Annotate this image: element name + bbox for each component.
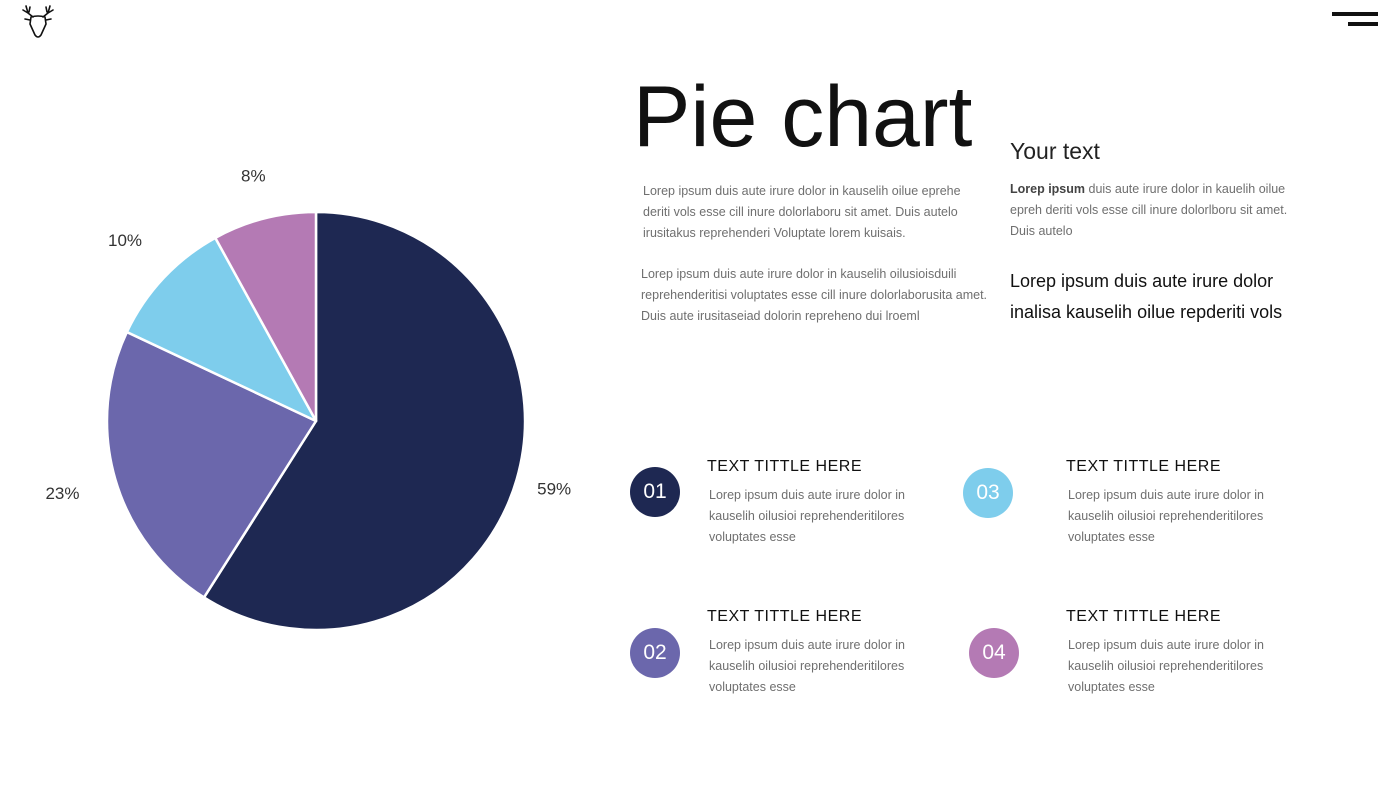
pie-slice-04	[214, 210, 318, 423]
text-line: Lorep ipsum duis aute irure dolor in kau…	[641, 267, 957, 281]
side-body: Lorep ipsum duis aute irure dolor in kau…	[1010, 179, 1287, 242]
pie-slice-02	[105, 330, 318, 599]
text-line: kauselih oilusioi reprehenderitilores	[709, 509, 905, 523]
deer-head-icon	[20, 4, 56, 44]
text-line: voluptates esse	[1068, 530, 1155, 544]
text-line: epreh deriti vols esse cill inure dolorl…	[1010, 203, 1288, 217]
text-line: inalisa kauselih oilue repderiti vols	[1010, 302, 1283, 322]
item-number-badge: 02	[630, 628, 680, 678]
item-title: TEXT TITTLE HERE	[1066, 608, 1221, 625]
text-line: kauselih oilusioi reprehenderitilores	[1068, 659, 1264, 673]
pie-data-label: 10%	[108, 231, 142, 250]
text-span: duis aute irure dolor in kauelih oilue	[1085, 182, 1286, 196]
text-line: Lorep ipsum duis aute irure dolor in kau…	[1010, 179, 1287, 200]
text-line: Lorep ipsum duis aute irure dolor in kau…	[643, 184, 961, 198]
bold-lead: Lorep ipsum	[1010, 182, 1086, 196]
item-body: Lorep ipsum duis aute irure dolor in kau…	[709, 485, 905, 548]
text-line: reprehenderitisi voluptates esse cill in…	[641, 288, 988, 302]
item-body: Lorep ipsum duis aute irure dolor in kau…	[1068, 485, 1264, 548]
text-line: Lorep ipsum duis aute irure dolor	[1010, 271, 1274, 291]
item-body: Lorep ipsum duis aute irure dolor in kau…	[1068, 635, 1264, 698]
item-number-badge: 03	[963, 468, 1013, 518]
text-line: kauselih oilusioi reprehenderitilores	[709, 659, 905, 673]
item-body: Lorep ipsum duis aute irure dolor in kau…	[709, 635, 905, 698]
text-line: Duis aute irusitaseiad dolorin repreheno…	[641, 309, 920, 323]
text-line: voluptates esse	[709, 530, 796, 544]
text-line: voluptates esse	[709, 680, 796, 694]
page-title: Pie chart	[633, 69, 973, 165]
item-number-badge: 04	[969, 628, 1019, 678]
text-line: voluptates esse	[1068, 680, 1155, 694]
pie-slice-03	[125, 236, 318, 423]
pie-data-label: 59%	[537, 480, 571, 499]
text-line: Lorep ipsum duis aute irure dolor in	[709, 638, 905, 652]
text-line: kauselih oilusioi reprehenderitilores	[1068, 509, 1264, 523]
text-line: Lorep ipsum duis aute irure dolor in	[709, 488, 905, 502]
side-highlight: Lorep ipsum duis aute irure dolor inalis…	[1010, 266, 1282, 328]
item-number-badge: 01	[630, 467, 680, 517]
pie-chart: 59% 23% 10% 8%	[45, 166, 571, 632]
item-title: TEXT TITTLE HERE	[707, 608, 862, 625]
text-line: Lorep ipsum duis aute irure dolor in	[1068, 488, 1264, 502]
text-line: irusitakus reprehenderi Voluptate lorem …	[643, 226, 906, 240]
item-title: TEXT TITTLE HERE	[1066, 458, 1221, 475]
item-title: TEXT TITTLE HERE	[707, 458, 862, 475]
menu-line	[1332, 12, 1378, 16]
pie-data-label: 23%	[45, 484, 79, 503]
intro-paragraph-2: Lorep ipsum duis aute irure dolor in kau…	[641, 264, 987, 327]
intro-paragraph-1: Lorep ipsum duis aute irure dolor in kau…	[643, 181, 961, 244]
text-line: deriti vols esse cill inure dolorlaboru …	[643, 205, 958, 219]
menu-line	[1348, 22, 1378, 26]
text-line: Lorep ipsum duis aute irure dolor in	[1068, 638, 1264, 652]
hamburger-menu-icon[interactable]	[1332, 12, 1378, 32]
text-line: Duis autelo	[1010, 224, 1073, 238]
side-title: Your text	[1010, 138, 1100, 164]
pie-data-label: 8%	[241, 166, 266, 185]
pie-slice-01	[202, 210, 527, 632]
